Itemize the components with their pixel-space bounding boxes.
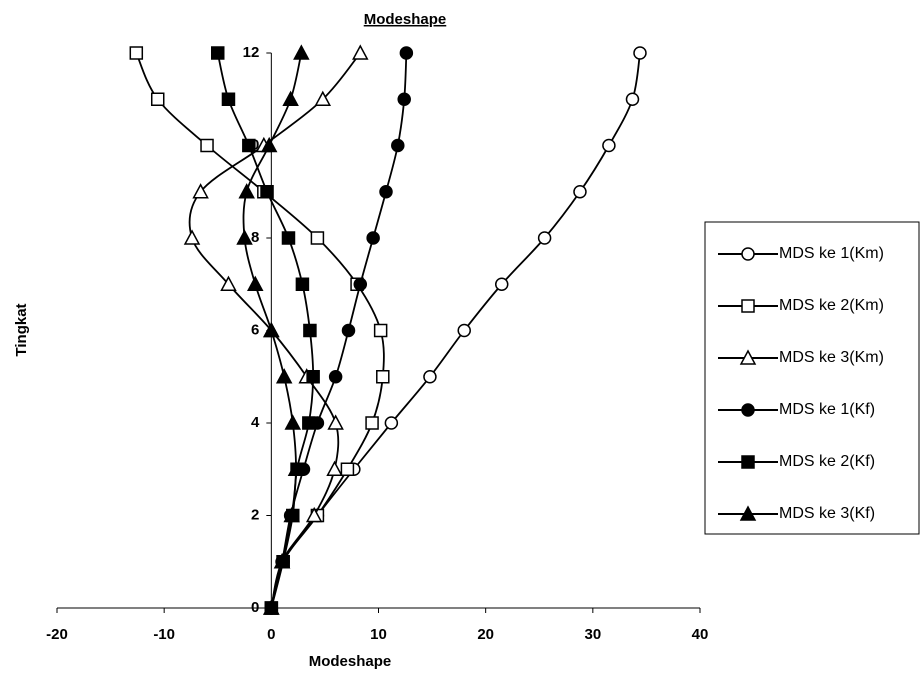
point (366, 231, 380, 245)
legend-marker (741, 247, 755, 261)
point (129, 46, 144, 60)
point (236, 229, 253, 245)
point (282, 90, 299, 106)
y-tick-label: 2 (251, 506, 259, 523)
point (327, 414, 344, 430)
x-tick-label: -10 (153, 626, 175, 643)
point (302, 416, 316, 430)
point (183, 229, 201, 245)
point (192, 183, 209, 199)
point (287, 460, 305, 476)
point (263, 321, 280, 338)
series-line (270, 52, 641, 609)
legend-marker (741, 455, 755, 469)
point (220, 275, 237, 291)
point (295, 277, 310, 291)
y-tick-label: 8 (251, 229, 259, 246)
legend-marker (739, 349, 757, 365)
point (353, 277, 368, 291)
point (263, 599, 280, 615)
point (303, 323, 317, 338)
point (537, 231, 552, 245)
point (260, 136, 278, 153)
x-tick-label: 40 (692, 626, 709, 643)
legend-marker (741, 299, 755, 313)
series-line (216, 52, 315, 609)
legend-label: MDS ke 2(Kf) (779, 453, 875, 470)
point (200, 138, 214, 153)
point (365, 416, 379, 430)
x-tick-label: 0 (267, 626, 275, 643)
chart-title: Modeshape (364, 11, 447, 28)
point (242, 138, 256, 153)
point (281, 231, 296, 245)
y-axis-label: Tingkat (13, 303, 30, 356)
point (310, 231, 325, 245)
legend-label: MDS ke 3(Kf) (779, 505, 875, 522)
point (399, 46, 414, 60)
point (423, 370, 437, 384)
point (328, 370, 343, 384)
point (457, 323, 471, 338)
point (275, 368, 293, 384)
x-tick-label: 10 (370, 626, 387, 643)
point (293, 44, 310, 60)
legend-box (704, 221, 920, 535)
point (247, 275, 264, 291)
x-axis-label: Modeshape (309, 653, 392, 670)
point (397, 92, 411, 106)
y-tick-label: 6 (251, 321, 259, 338)
point (602, 138, 616, 153)
x-tick-label: 20 (477, 626, 494, 643)
legend-marker (741, 403, 755, 417)
point (306, 370, 320, 384)
x-tick-label: 30 (584, 626, 601, 643)
point (633, 46, 647, 60)
point (379, 185, 393, 199)
y-tick-label: 0 (251, 599, 259, 616)
point (314, 90, 332, 106)
legend-label: MDS ke 2(Km) (779, 297, 884, 314)
point (573, 185, 587, 199)
legend-marker (739, 505, 757, 521)
point (391, 138, 405, 153)
point (221, 92, 236, 106)
point (373, 323, 388, 338)
point (211, 46, 225, 60)
legend-label: MDS ke 1(Km) (779, 245, 884, 262)
point (494, 277, 509, 291)
point (273, 553, 291, 569)
point (384, 416, 399, 430)
point (150, 92, 165, 106)
point (260, 185, 274, 199)
point (283, 506, 300, 523)
x-tick-label: -20 (46, 626, 68, 643)
point (625, 92, 640, 106)
point (326, 460, 343, 476)
legend-label: MDS ke 3(Km) (779, 349, 884, 366)
y-tick-label: 12 (243, 44, 260, 61)
y-tick-label: 4 (251, 414, 260, 431)
point (238, 183, 255, 199)
point (352, 44, 369, 60)
point (376, 370, 390, 384)
point (284, 414, 302, 430)
legend-label: MDS ke 1(Kf) (779, 401, 875, 418)
point (305, 506, 323, 523)
point (340, 462, 355, 476)
point (341, 323, 356, 338)
